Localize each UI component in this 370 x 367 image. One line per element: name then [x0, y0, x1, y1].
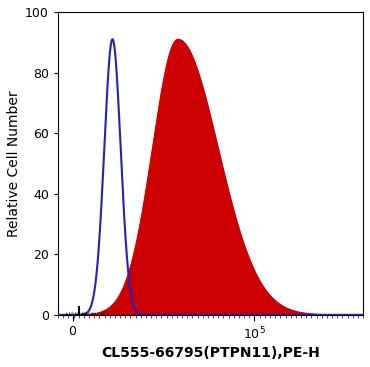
- X-axis label: CL555-66795(PTPN11),PE-H: CL555-66795(PTPN11),PE-H: [101, 346, 320, 360]
- Y-axis label: Relative Cell Number: Relative Cell Number: [7, 90, 21, 237]
